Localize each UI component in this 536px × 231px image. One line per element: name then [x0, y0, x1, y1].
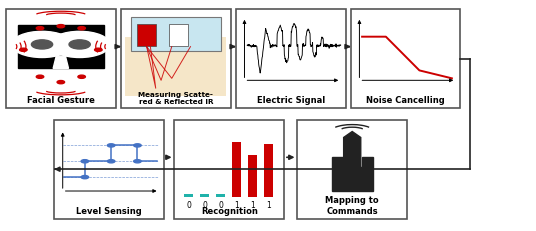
Text: 1: 1 [250, 201, 255, 210]
Circle shape [57, 25, 64, 29]
FancyBboxPatch shape [121, 10, 230, 109]
Text: Measuring Scatte-
red & Reflected IR: Measuring Scatte- red & Reflected IR [138, 91, 213, 104]
Circle shape [94, 49, 102, 52]
FancyBboxPatch shape [236, 10, 346, 109]
FancyBboxPatch shape [248, 155, 257, 197]
Circle shape [78, 27, 85, 31]
Circle shape [78, 76, 85, 79]
FancyBboxPatch shape [232, 142, 241, 197]
Circle shape [107, 160, 115, 163]
Circle shape [49, 32, 110, 58]
Text: Recognition: Recognition [201, 206, 258, 215]
Text: 1: 1 [266, 201, 271, 210]
Circle shape [81, 176, 88, 179]
Polygon shape [53, 57, 69, 69]
Circle shape [107, 144, 115, 147]
FancyBboxPatch shape [131, 18, 221, 51]
FancyBboxPatch shape [216, 195, 225, 197]
Circle shape [133, 160, 141, 163]
Circle shape [36, 76, 44, 79]
FancyBboxPatch shape [6, 10, 116, 109]
Circle shape [133, 144, 141, 147]
Text: 1: 1 [234, 201, 239, 210]
Circle shape [20, 49, 27, 52]
Text: Mapping to
Commands: Mapping to Commands [325, 195, 379, 215]
FancyBboxPatch shape [200, 195, 209, 197]
FancyBboxPatch shape [184, 195, 193, 197]
FancyBboxPatch shape [137, 25, 157, 46]
Text: Electric Signal: Electric Signal [257, 95, 325, 104]
Circle shape [12, 32, 72, 58]
Polygon shape [18, 26, 103, 69]
Text: Noise Cancelling: Noise Cancelling [366, 95, 445, 104]
Circle shape [81, 160, 88, 163]
Text: Level Sensing: Level Sensing [76, 206, 142, 215]
FancyBboxPatch shape [125, 37, 226, 97]
FancyBboxPatch shape [264, 145, 273, 197]
Polygon shape [332, 158, 373, 191]
FancyBboxPatch shape [174, 120, 284, 219]
Circle shape [57, 81, 64, 84]
Polygon shape [344, 132, 361, 167]
FancyBboxPatch shape [297, 120, 407, 219]
Text: 0: 0 [218, 201, 223, 210]
Text: 0: 0 [202, 201, 207, 210]
Circle shape [36, 27, 44, 31]
FancyBboxPatch shape [54, 120, 164, 219]
Text: Facial Gesture: Facial Gesture [27, 95, 95, 104]
FancyBboxPatch shape [351, 10, 460, 109]
FancyBboxPatch shape [169, 25, 188, 46]
Circle shape [69, 41, 90, 50]
Text: 0: 0 [187, 201, 191, 210]
Circle shape [32, 41, 53, 50]
